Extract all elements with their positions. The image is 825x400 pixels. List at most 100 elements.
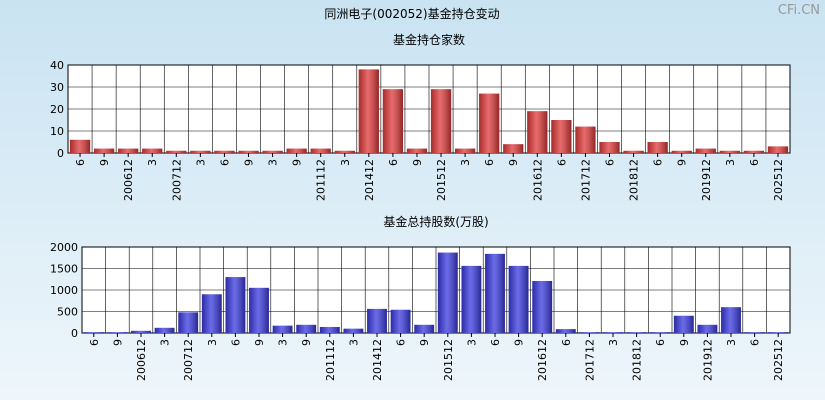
x-tick-label: 6 [483, 159, 496, 166]
bar-shading [527, 111, 548, 153]
bar-shading [190, 150, 211, 153]
x-tick-label: 3 [459, 159, 472, 166]
x-tick-label: 3 [277, 339, 290, 346]
x-tick-label: 9 [98, 159, 111, 166]
x-tick-label: 201412 [371, 339, 384, 381]
x-tick-label: 6 [654, 339, 667, 346]
x-tick-label: 9 [111, 339, 124, 346]
x-tick-label: 3 [159, 339, 172, 346]
bar-shading [272, 325, 293, 333]
bar-shading [503, 144, 524, 153]
x-tick-label: 3 [339, 159, 352, 166]
bar-shading [118, 148, 139, 153]
bar-shading [454, 148, 476, 153]
page-title: 同洲电子(002052)基金持仓变动 [324, 6, 499, 21]
x-tick-label: 201612 [536, 339, 549, 381]
bar-shading [579, 332, 600, 333]
bar-shading [390, 309, 411, 333]
x-tick-label: 9 [300, 339, 313, 346]
x-tick-label: 201812 [631, 339, 644, 381]
x-tick-label: 201712 [583, 339, 596, 381]
y-tick-label: 500 [57, 306, 78, 319]
bar-shading [154, 327, 175, 333]
x-tick-label: 3 [194, 159, 207, 166]
bar-shading [721, 307, 741, 333]
bar-shading [437, 252, 458, 333]
y-tick-label: 10 [50, 125, 64, 138]
bar-shading [671, 150, 692, 153]
x-tick-label: 6 [749, 339, 762, 346]
x-tick-label: 6 [74, 159, 87, 166]
x-tick-label: 9 [507, 159, 520, 166]
bar-shading [166, 150, 187, 153]
x-tick-label: 200712 [182, 339, 195, 381]
bar-shading [225, 277, 246, 333]
bar-shading [744, 332, 765, 333]
y-tick-label: 0 [57, 147, 64, 160]
bar-shading [69, 139, 91, 153]
bar-shading [479, 93, 500, 153]
bar-shading [532, 280, 553, 333]
bar-shading [131, 330, 151, 333]
chart-title: 基金总持股数(万股) [383, 214, 488, 229]
x-tick-label: 201612 [531, 159, 544, 201]
x-tick-label: 6 [604, 159, 617, 166]
bar-shading [697, 324, 718, 333]
bar-shading [249, 287, 269, 333]
bar-shading [296, 324, 317, 333]
bar-shading [575, 126, 596, 153]
x-tick-label: 200712 [170, 159, 183, 201]
bar-shading [310, 148, 331, 153]
bar-shading [367, 308, 387, 333]
bar-shading [647, 142, 668, 153]
bar-shading [768, 332, 789, 333]
x-tick-label: 9 [678, 339, 691, 346]
bar-shading [214, 150, 235, 153]
bar-shading [767, 146, 789, 153]
bar-shading [414, 324, 435, 333]
x-tick-label: 6 [555, 159, 568, 166]
bar-shading [334, 150, 355, 153]
y-tick-label: 30 [50, 81, 64, 94]
bar-shading [743, 150, 765, 153]
y-tick-label: 20 [50, 103, 64, 116]
y-tick-label: 40 [50, 59, 64, 72]
x-tick-label: 9 [291, 159, 304, 166]
x-tick-label: 9 [243, 159, 256, 166]
bar-shading [603, 332, 623, 333]
x-tick-label: 9 [411, 159, 424, 166]
bar-shading [626, 332, 647, 333]
bar-shading [650, 332, 671, 333]
x-tick-label: 3 [347, 339, 360, 346]
bar-shading [623, 150, 644, 153]
bar-shading [406, 148, 428, 153]
bar-shading [599, 142, 620, 153]
bar-shading [430, 89, 452, 153]
x-tick-label: 6 [489, 339, 502, 346]
x-tick-label: 201412 [363, 159, 376, 201]
bar-shading [343, 328, 364, 333]
bar-shading [461, 265, 482, 333]
x-tick-label: 6 [218, 159, 231, 166]
bar-shading [382, 89, 404, 153]
x-tick-label: 6 [229, 339, 242, 346]
x-tick-label: 201512 [442, 339, 455, 381]
x-tick-label: 201812 [628, 159, 641, 201]
x-tick-label: 3 [724, 159, 737, 166]
x-tick-label: 6 [395, 339, 408, 346]
x-tick-label: 201112 [324, 339, 337, 381]
bar-shading [238, 150, 259, 153]
x-tick-label: 6 [88, 339, 101, 346]
x-tick-label: 3 [146, 159, 159, 166]
bar-shading [286, 148, 307, 153]
watermark: CFi.CN [778, 3, 820, 18]
x-tick-label: 202512 [772, 159, 785, 201]
x-tick-label: 201912 [700, 159, 713, 201]
bar-shading [555, 329, 576, 333]
x-tick-label: 9 [676, 159, 689, 166]
bar-shading [485, 253, 505, 333]
x-tick-label: 3 [725, 339, 738, 346]
bar-shading [358, 69, 379, 153]
bar-shading [551, 120, 572, 153]
